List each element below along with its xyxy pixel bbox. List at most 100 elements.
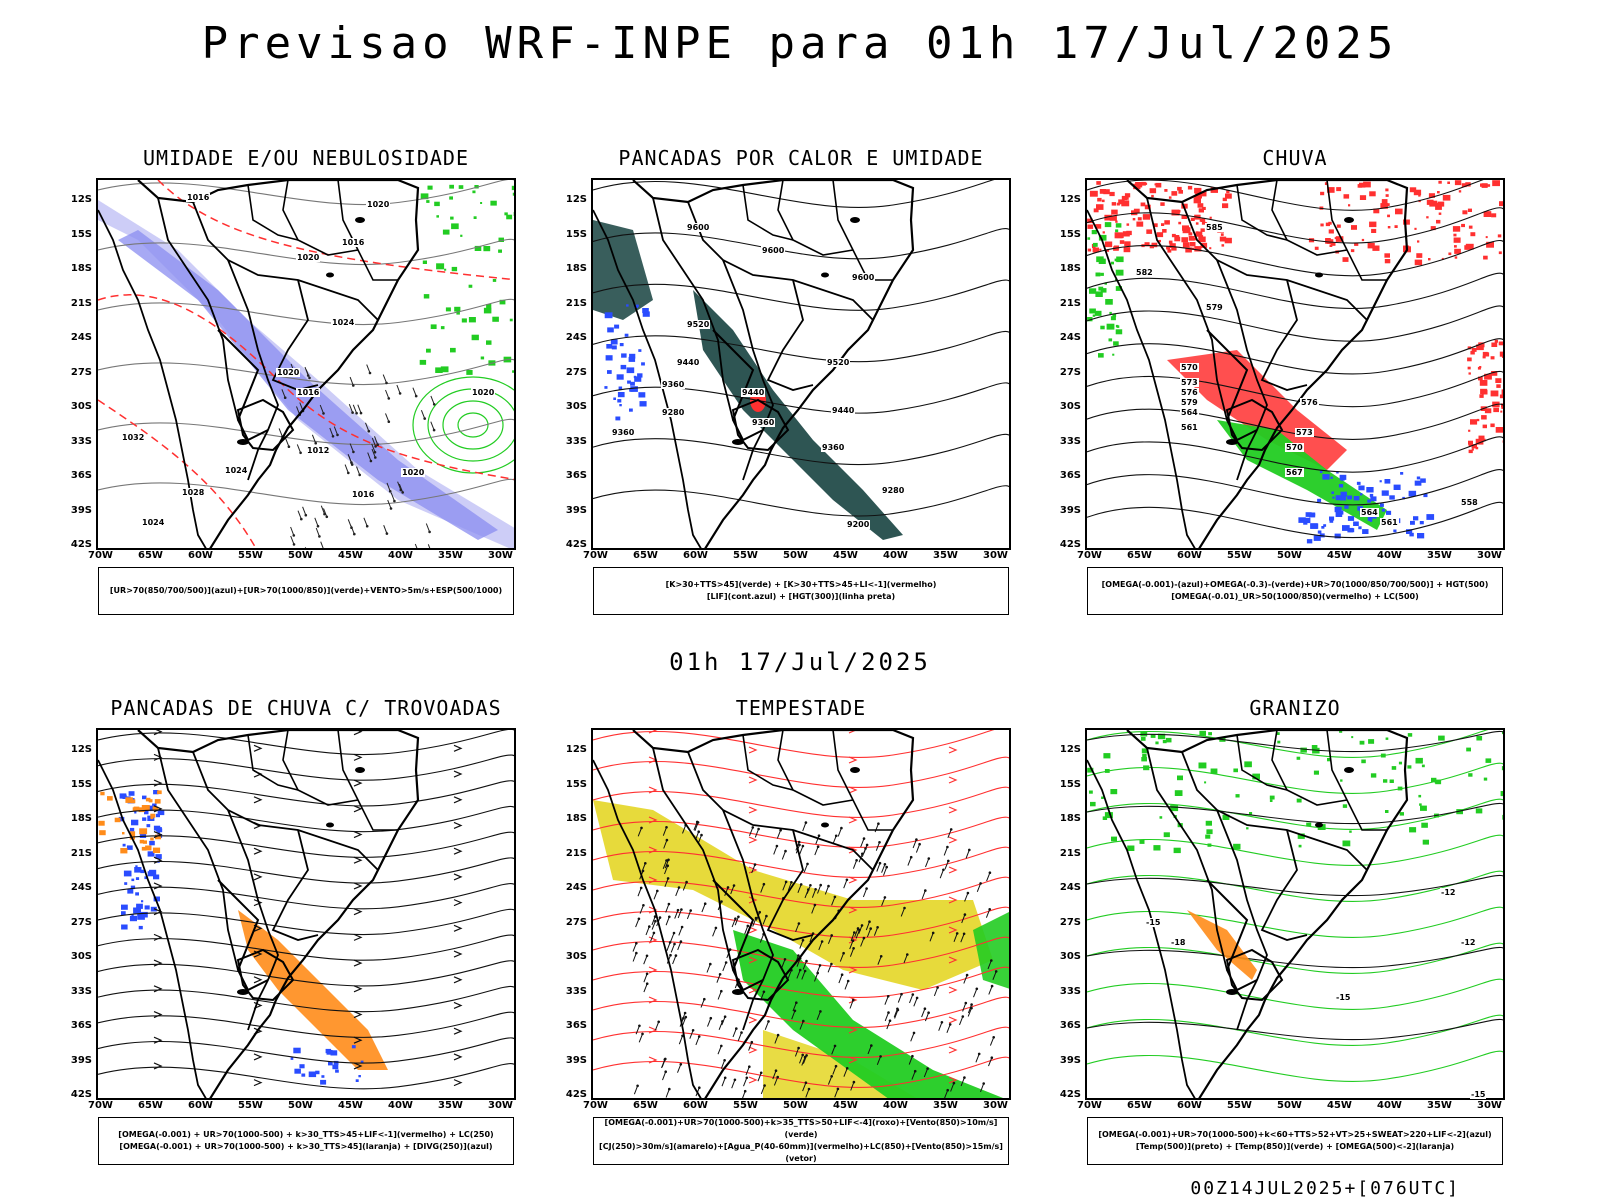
latitude-label: 27S xyxy=(70,366,92,378)
latitude-label: 21S xyxy=(565,297,587,309)
latitude-label: 39S xyxy=(565,1054,587,1066)
contour-label: 582 xyxy=(1135,268,1154,277)
panel-title: UMIDADE E/OU NEBULOSIDADE xyxy=(142,146,470,170)
contour-label: 561 xyxy=(1180,423,1199,432)
latitude-label: 24S xyxy=(565,332,587,343)
contour-label: 573 xyxy=(1180,378,1199,387)
longitude-label: 50W xyxy=(1277,1100,1302,1111)
longitude-label: 65W xyxy=(1127,1100,1152,1111)
contour-label: -15 xyxy=(1335,993,1352,1002)
latitude-label: 33S xyxy=(70,985,92,997)
latitude-label: 27S xyxy=(565,916,587,928)
longitude-label: 55W xyxy=(1227,550,1252,561)
latitude-label: 24S xyxy=(565,882,587,893)
forecast-map xyxy=(96,178,516,550)
latitude-label: 12S xyxy=(1059,744,1081,755)
longitude-label: 30W xyxy=(983,550,1008,561)
longitude-label: 55W xyxy=(238,550,263,561)
latitude-label: 27S xyxy=(70,916,92,928)
latitude-label: 15S xyxy=(565,228,587,240)
contour-label: 1012 xyxy=(306,446,331,455)
latitude-label: 15S xyxy=(70,228,92,240)
contour-label: -12 xyxy=(1440,888,1457,897)
contour-label: 570 xyxy=(1285,443,1304,452)
forecast-map xyxy=(96,728,516,1100)
contour-label: 576 xyxy=(1180,388,1199,397)
latitude-label: 18S xyxy=(1059,263,1081,274)
contour-label: 9360 xyxy=(611,428,636,437)
longitude-label: 45W xyxy=(338,550,363,561)
latitude-label: 33S xyxy=(565,985,587,997)
latitude-label: 42S xyxy=(70,539,92,550)
longitude-label: 40W xyxy=(1377,550,1402,561)
latitude-label: 36S xyxy=(70,470,92,481)
forecast-map xyxy=(1085,178,1505,550)
longitude-label: 45W xyxy=(833,550,858,561)
contour-label: 1020 xyxy=(296,253,321,262)
contour-label: 1024 xyxy=(331,318,356,327)
panel-legend: [K>30+TTS>45](verde) + [K>30+TTS>45+LI<-… xyxy=(593,567,1009,615)
latitude-label: 36S xyxy=(565,470,587,481)
latitude-label: 30S xyxy=(1059,951,1081,962)
latitude-label: 36S xyxy=(70,1020,92,1031)
latitude-label: 12S xyxy=(565,194,587,205)
longitude-label: 30W xyxy=(488,550,513,561)
longitude-label: 40W xyxy=(883,1100,908,1111)
contour-label: -18 xyxy=(1170,938,1187,947)
latitude-label: 15S xyxy=(1059,778,1081,790)
panel-legend: [OMEGA(-0.001)+UR>70(1000-500)+k<60+TTS>… xyxy=(1087,1117,1503,1165)
panel-legend: [OMEGA(-0.001)-(azul)+OMEGA(-0.3)-(verde… xyxy=(1087,567,1503,615)
longitude-label: 65W xyxy=(1127,550,1152,561)
longitude-label: 70W xyxy=(88,1100,113,1111)
longitude-label: 45W xyxy=(1327,550,1352,561)
latitude-label: 12S xyxy=(70,194,92,205)
latitude-label: 21S xyxy=(70,297,92,309)
latitude-label: 42S xyxy=(565,539,587,550)
longitude-label: 65W xyxy=(633,1100,658,1111)
longitude-label: 45W xyxy=(833,1100,858,1111)
latitude-label: 42S xyxy=(70,1089,92,1100)
contour-label: -15 xyxy=(1470,1090,1487,1099)
longitude-label: 35W xyxy=(438,550,463,561)
contour-label: 9360 xyxy=(751,418,776,427)
contour-label: 585 xyxy=(1205,223,1224,232)
longitude-label: 70W xyxy=(583,550,608,561)
longitude-label: 65W xyxy=(138,550,163,561)
latitude-label: 36S xyxy=(1059,1020,1081,1031)
panel-legend: [OMEGA(-0.001) + UR>70(1000-500) + k>30_… xyxy=(98,1117,514,1165)
legend-line: [OMEGA(-0.001)-(azul)+OMEGA(-0.3)-(verde… xyxy=(1101,580,1489,589)
longitude-label: 35W xyxy=(1427,1100,1452,1111)
contour-label: 1016 xyxy=(186,193,211,202)
latitude-label: 30S xyxy=(1059,401,1081,412)
panel-legend: [OMEGA(-0.001)+UR>70(1000-500)+k>35_TTS>… xyxy=(593,1117,1009,1165)
contour-label: 9520 xyxy=(686,320,711,329)
legend-line: [OMEGA(-0.001) + UR>70(1000-500) + k>30_… xyxy=(119,1142,493,1151)
contour-label: 1016 xyxy=(341,238,366,247)
panel-title: TEMPESTADE xyxy=(735,696,867,720)
contour-label: 564 xyxy=(1180,408,1199,417)
latitude-label: 30S xyxy=(565,401,587,412)
contour-label: 9360 xyxy=(661,380,686,389)
contour-label: 1024 xyxy=(224,466,249,475)
longitude-label: 30W xyxy=(1477,550,1502,561)
contour-label: 570 xyxy=(1180,363,1199,372)
longitude-label: 55W xyxy=(733,1100,758,1111)
legend-line: [K>30+TTS>45](verde) + [K>30+TTS>45+LI<-… xyxy=(665,580,937,589)
longitude-label: 55W xyxy=(733,550,758,561)
latitude-label: 39S xyxy=(1059,504,1081,516)
latitude-label: 18S xyxy=(565,813,587,824)
longitude-label: 35W xyxy=(1427,550,1452,561)
contour-label: 1020 xyxy=(401,468,426,477)
longitude-label: 50W xyxy=(783,1100,808,1111)
contour-label: 1024 xyxy=(141,518,166,527)
contour-label: 1020 xyxy=(366,200,391,209)
latitude-label: 42S xyxy=(1059,539,1081,550)
contour-label: -15 xyxy=(1145,918,1162,927)
longitude-label: 55W xyxy=(1227,1100,1252,1111)
contour-label: -12 xyxy=(1460,938,1477,947)
contour-label: 567 xyxy=(1285,468,1304,477)
latitude-label: 24S xyxy=(1059,332,1081,343)
forecast-map xyxy=(1085,728,1505,1100)
longitude-label: 55W xyxy=(238,1100,263,1111)
latitude-label: 27S xyxy=(1059,916,1081,928)
